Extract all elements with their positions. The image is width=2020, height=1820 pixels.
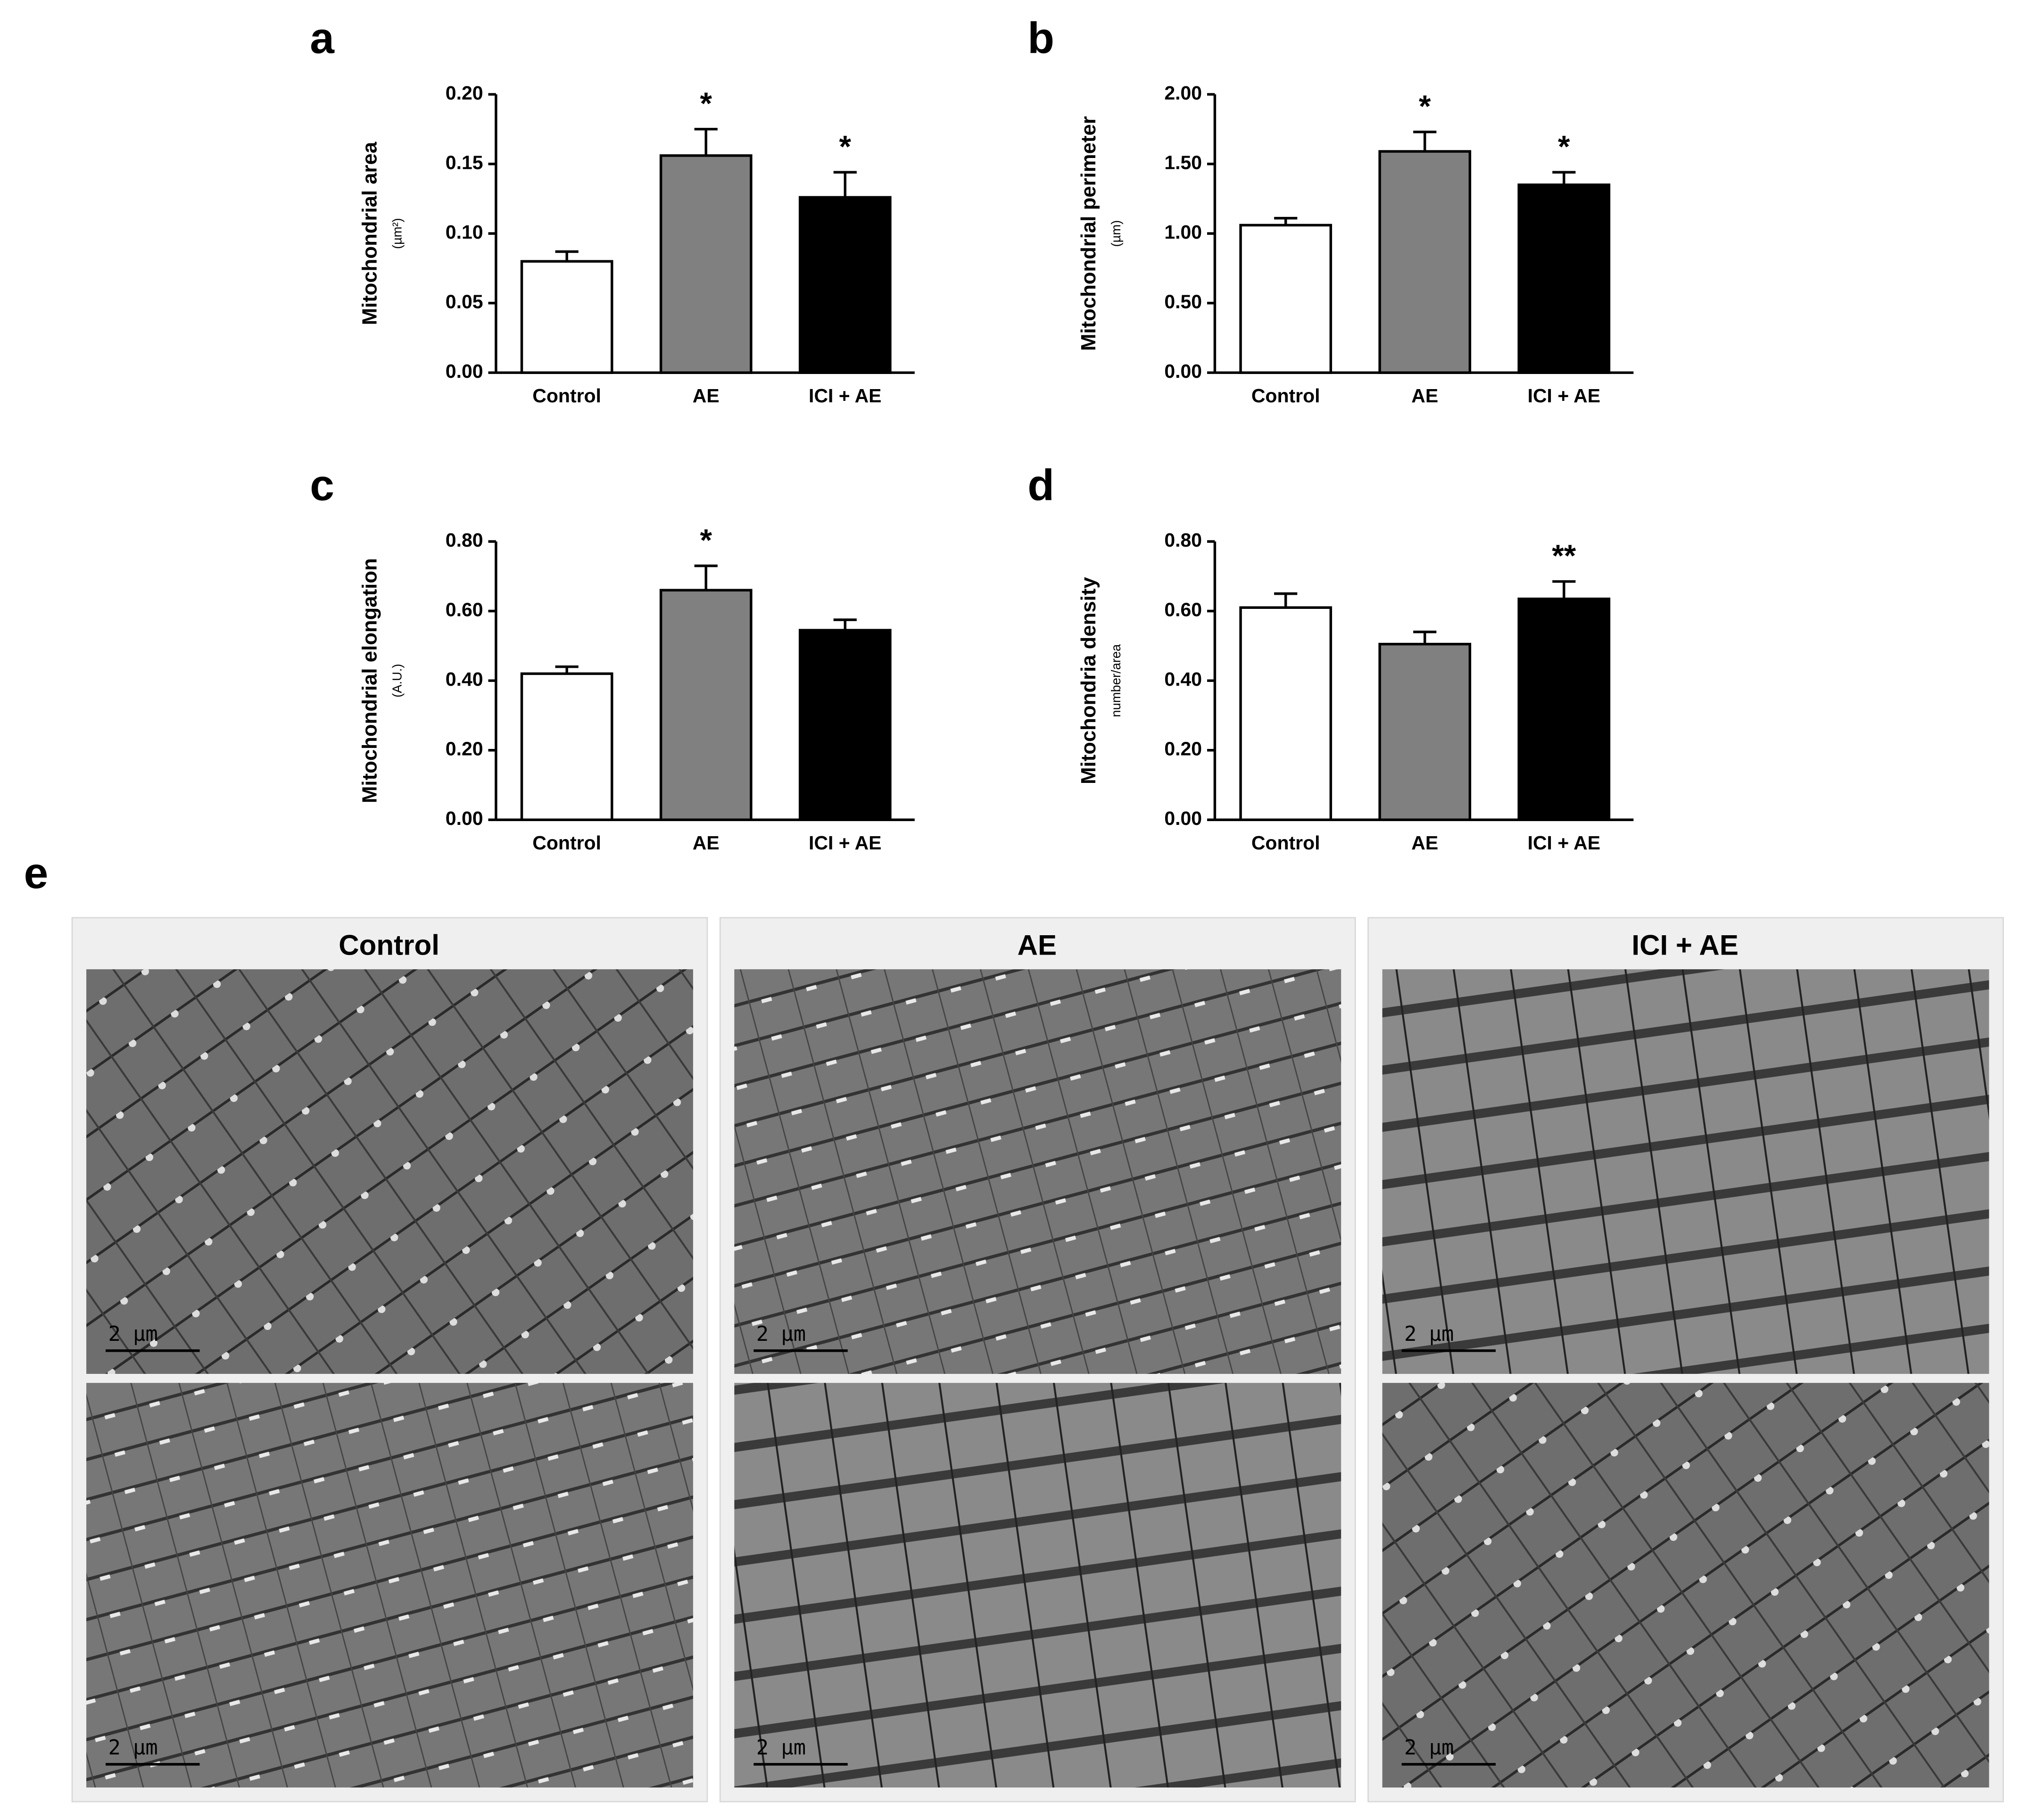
column-title: Control xyxy=(339,930,439,961)
bar xyxy=(659,589,753,821)
micrograph-image xyxy=(86,969,693,1374)
x-tick-label: ICI + AE xyxy=(1528,832,1600,854)
y-axis-title: Mitochondrial perimeter xyxy=(1077,116,1100,351)
significance-mark: * xyxy=(1558,129,1570,164)
y-tick-label: 1.00 xyxy=(1164,221,1202,243)
significance-mark: * xyxy=(839,129,852,164)
significance-mark: * xyxy=(1419,89,1431,124)
micrograph-image xyxy=(86,1383,693,1788)
y-tick-label: 0.40 xyxy=(446,668,483,690)
micrograph-image xyxy=(734,1383,1341,1788)
x-tick-label: ICI + AE xyxy=(1528,385,1600,407)
y-axis-unit: number/area xyxy=(1109,644,1123,717)
x-tick-label: Control xyxy=(1251,832,1320,854)
y-tick-label: 0.15 xyxy=(446,151,483,173)
y-tick-label: 0.00 xyxy=(446,807,483,829)
x-tick-label: AE xyxy=(1411,832,1438,854)
x-tick-label: Control xyxy=(532,385,601,407)
bar-chart: d Mitochondria density number/area 0.00 0.20… xyxy=(1027,461,1634,854)
y-tick-label: 0.20 xyxy=(446,738,483,760)
panel-letter: e xyxy=(24,848,49,898)
x-tick-label: AE xyxy=(693,832,720,854)
y-axis-title: Mitochondrial elongation xyxy=(358,558,381,803)
column-title: AE xyxy=(1018,930,1057,961)
y-tick-label: 0.80 xyxy=(1164,529,1202,551)
significance-mark: ** xyxy=(1552,539,1576,573)
bar xyxy=(520,672,613,821)
micrograph-image xyxy=(1382,969,1989,1374)
y-axis-unit: (A.U.) xyxy=(389,664,404,698)
panel-letter: c xyxy=(310,461,334,510)
scale-bar-label: 2 µm xyxy=(108,1322,157,1346)
y-tick-label: 0.80 xyxy=(446,529,483,551)
y-axis-title: Mitochondrial area xyxy=(358,141,381,325)
bar xyxy=(1239,224,1333,374)
scale-bar-label: 2 µm xyxy=(1404,1322,1454,1346)
y-tick-label: 0.10 xyxy=(446,221,483,243)
panel-letter: d xyxy=(1027,461,1054,510)
x-tick-label: Control xyxy=(532,832,601,854)
y-tick-label: 0.00 xyxy=(1164,807,1202,829)
bar xyxy=(1378,642,1472,821)
y-axis-title: Mitochondria density xyxy=(1077,577,1100,784)
y-tick-label: 0.40 xyxy=(1164,668,1202,690)
y-tick-label: 0.60 xyxy=(1164,598,1202,620)
y-tick-label: 0.00 xyxy=(446,360,483,382)
bar-chart: a Mitochondrial area (µm²) 0.00 0.05 0.10 0.15… xyxy=(310,14,915,407)
scale-bar-label: 2 µm xyxy=(1404,1736,1454,1760)
significance-mark: * xyxy=(700,86,712,121)
significance-mark: * xyxy=(700,523,712,557)
y-tick-label: 0.05 xyxy=(446,291,483,312)
x-tick-label: AE xyxy=(1411,385,1438,407)
micrograph-panel: e Control 2 µm 2 µm AE 2 µm 2 µm ICI + AE 2 µm 2… xyxy=(24,848,2004,1803)
bar xyxy=(520,260,613,374)
scale-bar-label: 2 µm xyxy=(756,1736,806,1760)
scale-bar-label: 2 µm xyxy=(756,1322,806,1346)
y-tick-label: 1.50 xyxy=(1164,151,1202,173)
y-tick-label: 0.50 xyxy=(1164,291,1202,312)
panel-letter: a xyxy=(310,14,335,63)
y-tick-label: 0.20 xyxy=(1164,738,1202,760)
bar-chart: b Mitochondrial perimeter (µm) 0.00 0.50 1.00… xyxy=(1027,14,1634,407)
y-tick-label: 0.60 xyxy=(446,598,483,620)
bar xyxy=(798,196,892,374)
bar xyxy=(1517,183,1611,374)
bar xyxy=(1239,606,1333,821)
bar xyxy=(1378,150,1472,374)
scale-bar-label: 2 µm xyxy=(108,1736,157,1760)
y-axis-unit: (µm²) xyxy=(389,218,404,249)
panel-letter: b xyxy=(1027,14,1054,63)
x-tick-label: ICI + AE xyxy=(809,385,881,407)
y-axis-unit: (µm) xyxy=(1109,220,1123,247)
y-tick-label: 0.00 xyxy=(1164,360,1202,382)
bar xyxy=(659,154,753,374)
micrograph-image xyxy=(1382,1383,1989,1788)
x-tick-label: AE xyxy=(693,385,720,407)
y-tick-label: 2.00 xyxy=(1164,82,1202,104)
bar-chart: c Mitochondrial elongation (A.U.) 0.00 0.20 0… xyxy=(310,461,915,854)
y-tick-label: 0.20 xyxy=(446,82,483,104)
column-title: ICI + AE xyxy=(1631,930,1739,961)
micrograph-image xyxy=(734,969,1341,1374)
x-tick-label: ICI + AE xyxy=(809,832,881,854)
bar xyxy=(798,629,892,821)
bar xyxy=(1517,598,1611,821)
x-tick-label: Control xyxy=(1251,385,1320,407)
